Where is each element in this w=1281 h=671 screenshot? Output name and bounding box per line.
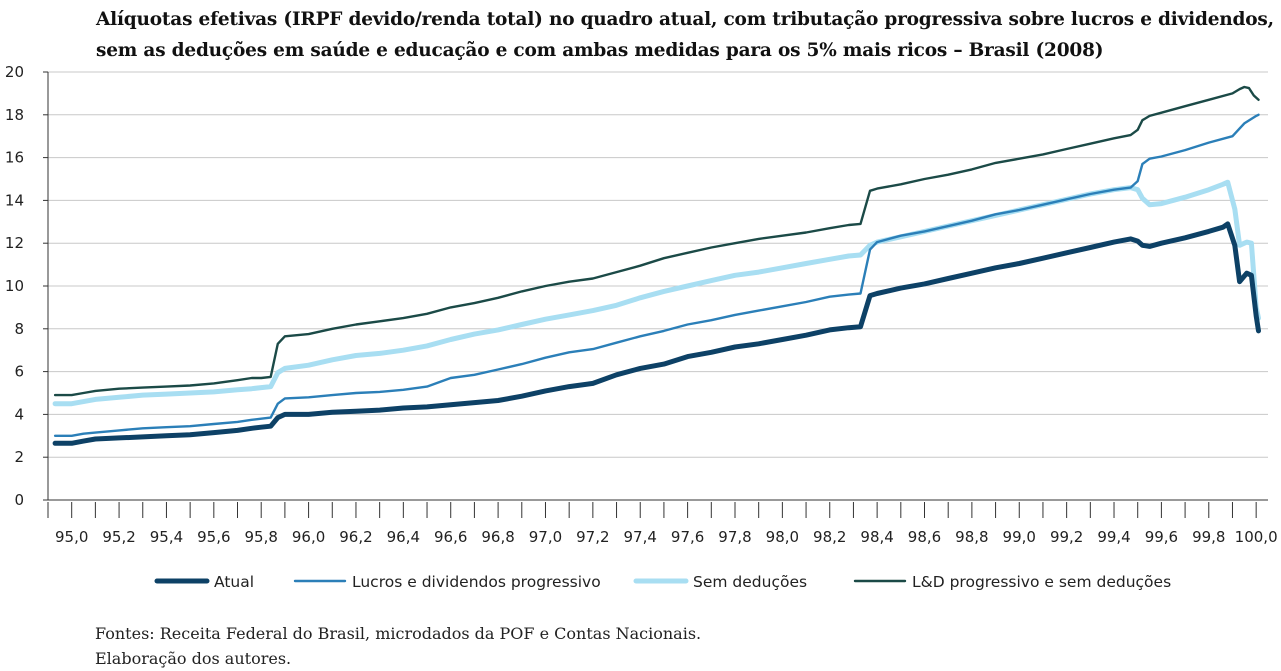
x-tick-label: 99,6	[1145, 528, 1178, 546]
legend-label-atual: Atual	[214, 573, 254, 591]
x-tick-label: 99,0	[1003, 528, 1036, 546]
y-tick-label: 10	[5, 277, 24, 295]
x-tick-label: 98,4	[860, 528, 893, 546]
x-tick-label: 98,2	[813, 528, 846, 546]
chart-title: Alíquotas efetivas (IRPF devido/renda to…	[96, 4, 1276, 66]
x-tick-label: 95,8	[245, 528, 278, 546]
grid-lines	[48, 71, 1268, 458]
legend: Atual Lucros e dividendos progressivo Sem …	[154, 573, 1171, 591]
legend-label-l-d-progressivo-e-sem-dedu-es: L&D progressivo e sem deduções	[912, 573, 1171, 591]
x-tick-label: 96,4	[387, 528, 420, 546]
y-tick-label: 8	[14, 320, 24, 338]
x-tick-label: 98,0	[766, 528, 799, 546]
x-tick-label: 100,0	[1235, 528, 1278, 546]
series-line-sem-dedu-es	[52, 179, 1261, 407]
x-tick-label: 99,2	[1050, 528, 1083, 546]
x-tick-label: 95,4	[150, 528, 183, 546]
x-tick-label: 96,0	[292, 528, 325, 546]
y-tick-label: 14	[5, 191, 24, 209]
chart-title-line-2: sem as deduções em saúde e educação e co…	[96, 40, 1104, 61]
axes: 0 2 4 6 8 10 12 14 16 18 20 95,0 95,2 95,4 95,6 95,8 96,…	[5, 63, 1278, 546]
x-tick-label: 97,4	[624, 528, 657, 546]
y-tick-label: 16	[5, 149, 24, 167]
chart-title-line-1: Alíquotas efetivas (IRPF devido/renda to…	[96, 9, 1274, 30]
x-tick-label: 97,2	[576, 528, 609, 546]
y-tick-label: 4	[14, 405, 24, 423]
x-tick-label: 95,6	[197, 528, 230, 546]
x-tick-label: 97,6	[671, 528, 704, 546]
x-tick-label: 95,2	[102, 528, 135, 546]
y-tick-label: 6	[14, 363, 24, 381]
source-line-1: Fontes: Receita Federal do Brasil, micro…	[95, 624, 702, 643]
series-line-lucros-e-dividendos-progressivo	[53, 113, 1260, 437]
x-tick-label: 99,8	[1192, 528, 1225, 546]
source-line-2: Elaboração dos autores.	[95, 649, 292, 668]
legend-label-sem-dedu-es: Sem deduções	[693, 573, 807, 591]
y-tick-label: 2	[14, 448, 24, 466]
x-tick-label: 96,8	[481, 528, 514, 546]
x-tick-label: 98,6	[908, 528, 941, 546]
x-tick-label: 97,8	[718, 528, 751, 546]
y-tick-label: 20	[5, 63, 24, 81]
y-tick-label: 0	[14, 491, 24, 509]
legend-label-lucros-e-dividendos-progressivo: Lucros e dividendos progressivo	[352, 573, 601, 591]
series-line-l-d-progressivo-e-sem-dedu-es	[53, 85, 1260, 397]
x-tick-label: 95,0	[55, 528, 88, 546]
series-lines	[52, 85, 1261, 446]
x-tick-label: 96,6	[434, 528, 467, 546]
x-tick-label: 98,8	[955, 528, 988, 546]
x-tick-label: 99,4	[1097, 528, 1130, 546]
source-note: Fontes: Receita Federal do Brasil, micro…	[95, 621, 701, 671]
x-tick-label: 96,2	[339, 528, 372, 546]
y-tick-label: 18	[5, 106, 24, 124]
series-line-atual	[52, 221, 1261, 446]
y-tick-label: 12	[5, 234, 24, 252]
x-tick-label: 97,0	[529, 528, 562, 546]
